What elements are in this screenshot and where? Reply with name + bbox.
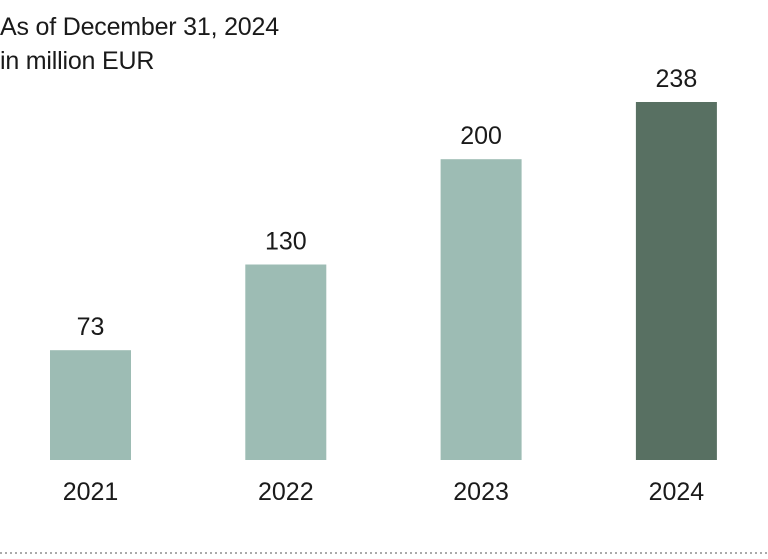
x-tick-label-2023: 2023	[453, 478, 509, 506]
x-tick-label-2022: 2022	[258, 478, 314, 506]
bar-2022	[245, 264, 327, 460]
chart-title: As of December 31, 2024	[0, 13, 279, 41]
x-tick-labels-group: 2021 2022 2023 2024	[63, 478, 705, 506]
bar-2021	[50, 350, 131, 460]
x-tick-label-2021: 2021	[63, 478, 119, 506]
bar-2024	[635, 102, 717, 460]
x-tick-label-2024: 2024	[649, 478, 705, 506]
value-label-2021: 73	[77, 313, 105, 341]
chart-header: As of December 31, 2024 in million EUR	[0, 10, 279, 78]
bar-2023	[440, 159, 522, 460]
value-labels-group: 73 130 200 238	[77, 65, 698, 341]
chart-unit: in million EUR	[0, 47, 155, 75]
bars-group	[50, 102, 717, 460]
value-label-2024: 238	[656, 65, 698, 93]
value-label-2023: 200	[460, 122, 502, 150]
value-label-2022: 130	[265, 228, 307, 256]
